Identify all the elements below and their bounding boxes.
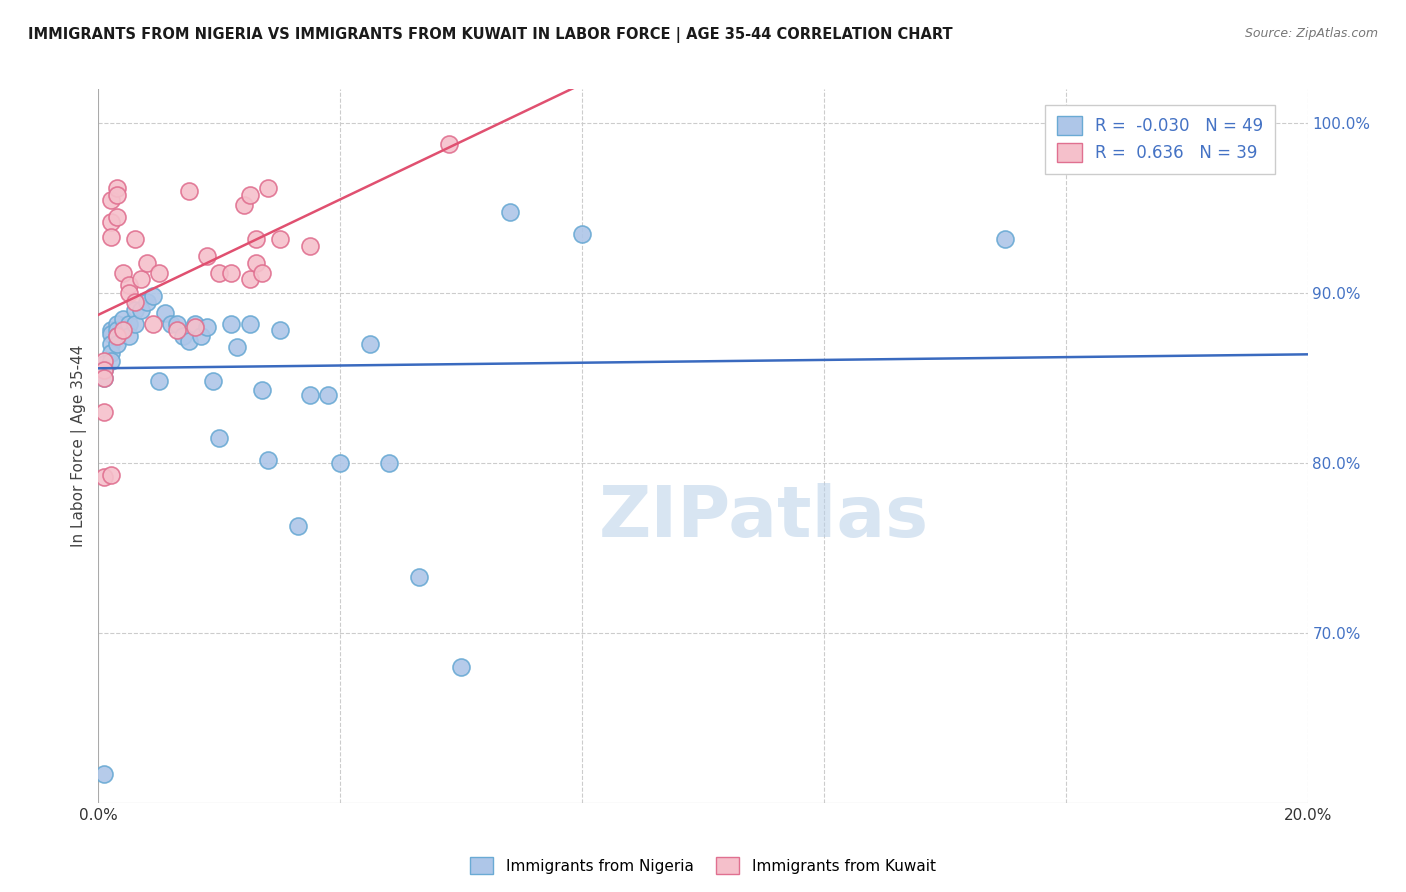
Legend: R =  -0.030   N = 49, R =  0.636   N = 39: R = -0.030 N = 49, R = 0.636 N = 39 — [1045, 104, 1275, 174]
Point — [571, 227, 593, 241]
Point — [195, 320, 218, 334]
Point — [269, 232, 291, 246]
Point — [190, 328, 212, 343]
Point — [148, 375, 170, 389]
Text: ZIPatlas: ZIPatlas — [599, 483, 928, 552]
Point — [105, 328, 128, 343]
Point — [93, 405, 115, 419]
Point — [100, 354, 122, 368]
Point — [93, 371, 115, 385]
Point — [118, 277, 141, 292]
Point — [250, 383, 273, 397]
Point — [437, 136, 460, 151]
Point — [221, 266, 243, 280]
Point — [124, 317, 146, 331]
Point — [100, 467, 122, 482]
Point — [100, 230, 122, 244]
Point — [105, 187, 128, 202]
Point — [316, 388, 339, 402]
Point — [105, 328, 128, 343]
Point — [256, 180, 278, 194]
Point — [100, 345, 122, 359]
Point — [105, 210, 128, 224]
Point — [184, 320, 207, 334]
Point — [221, 317, 243, 331]
Point — [124, 232, 146, 246]
Point — [245, 255, 267, 269]
Point — [299, 388, 322, 402]
Y-axis label: In Labor Force | Age 35-44: In Labor Force | Age 35-44 — [72, 345, 87, 547]
Point — [148, 266, 170, 280]
Point — [208, 266, 231, 280]
Point — [239, 187, 262, 202]
Point — [195, 249, 218, 263]
Point — [93, 767, 115, 781]
Point — [172, 328, 194, 343]
Text: Source: ZipAtlas.com: Source: ZipAtlas.com — [1244, 27, 1378, 40]
Point — [118, 328, 141, 343]
Point — [160, 317, 183, 331]
Point — [105, 337, 128, 351]
Text: IMMIGRANTS FROM NIGERIA VS IMMIGRANTS FROM KUWAIT IN LABOR FORCE | AGE 35-44 COR: IMMIGRANTS FROM NIGERIA VS IMMIGRANTS FR… — [28, 27, 953, 43]
Point — [93, 362, 115, 376]
Point — [269, 323, 291, 337]
Point — [105, 317, 128, 331]
Point — [299, 238, 322, 252]
Point — [129, 272, 152, 286]
Point — [232, 198, 254, 212]
Point — [93, 371, 115, 385]
Point — [93, 358, 115, 372]
Point — [142, 289, 165, 303]
Point — [118, 286, 141, 301]
Point — [202, 375, 225, 389]
Point — [179, 334, 201, 348]
Point — [377, 456, 399, 470]
Point — [100, 323, 122, 337]
Point — [208, 430, 231, 444]
Point — [111, 266, 134, 280]
Point — [100, 193, 122, 207]
Point — [179, 184, 201, 198]
Point — [408, 570, 430, 584]
Point — [184, 317, 207, 331]
Point — [142, 317, 165, 331]
Legend: Immigrants from Nigeria, Immigrants from Kuwait: Immigrants from Nigeria, Immigrants from… — [464, 851, 942, 880]
Point — [360, 337, 382, 351]
Point — [93, 469, 115, 483]
Point — [111, 311, 134, 326]
Point — [239, 272, 262, 286]
Point — [93, 362, 115, 376]
Point — [450, 660, 472, 674]
Point — [166, 317, 188, 331]
Point — [124, 294, 146, 309]
Point — [100, 215, 122, 229]
Point — [118, 317, 141, 331]
Point — [245, 232, 267, 246]
Point — [124, 303, 146, 318]
Point — [105, 180, 128, 194]
Point — [994, 232, 1017, 246]
Point — [239, 317, 262, 331]
Point — [329, 456, 352, 470]
Point — [100, 337, 122, 351]
Point — [498, 204, 520, 219]
Point — [287, 519, 309, 533]
Point — [250, 266, 273, 280]
Point — [135, 255, 157, 269]
Point — [256, 452, 278, 467]
Point — [100, 326, 122, 341]
Point — [105, 323, 128, 337]
Point — [135, 294, 157, 309]
Point — [111, 323, 134, 337]
Point — [166, 323, 188, 337]
Point — [129, 303, 152, 318]
Point — [226, 341, 249, 355]
Point — [153, 306, 176, 320]
Point — [93, 354, 115, 368]
